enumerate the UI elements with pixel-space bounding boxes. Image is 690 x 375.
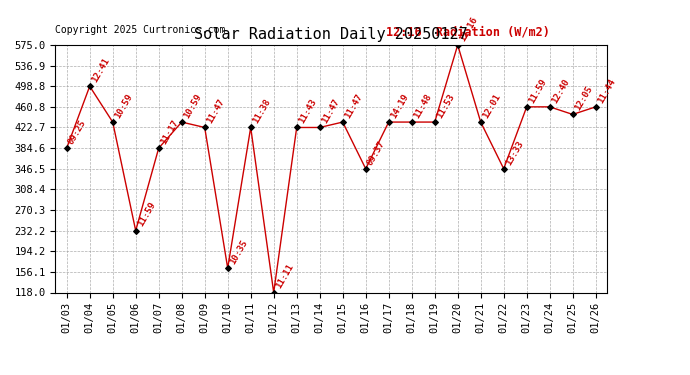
Text: 10:59: 10:59 bbox=[181, 92, 203, 120]
Point bbox=[429, 119, 440, 125]
Text: 11:38: 11:38 bbox=[250, 98, 272, 125]
Point bbox=[291, 124, 302, 130]
Point bbox=[199, 124, 210, 130]
Text: 11:59: 11:59 bbox=[136, 201, 157, 228]
Point bbox=[337, 119, 348, 125]
Text: 11:48: 11:48 bbox=[412, 92, 433, 120]
Point bbox=[498, 166, 509, 172]
Text: 11:43: 11:43 bbox=[297, 98, 318, 125]
Point bbox=[475, 119, 486, 125]
Text: 10:59: 10:59 bbox=[112, 92, 134, 120]
Point bbox=[567, 111, 578, 117]
Point bbox=[406, 119, 417, 125]
Point bbox=[153, 145, 164, 151]
Point bbox=[245, 124, 256, 130]
Text: 11:59: 11:59 bbox=[526, 77, 548, 105]
Point bbox=[452, 42, 463, 48]
Text: 12:16  Radiation (W/m2): 12:16 Radiation (W/m2) bbox=[386, 25, 551, 38]
Text: Copyright 2025 Curtronics.com: Copyright 2025 Curtronics.com bbox=[55, 25, 226, 35]
Text: 11:17: 11:17 bbox=[159, 118, 180, 146]
Title: Solar Radiation Daily 20250127: Solar Radiation Daily 20250127 bbox=[195, 27, 468, 42]
Point bbox=[544, 104, 555, 110]
Text: 11:44: 11:44 bbox=[595, 77, 617, 105]
Text: 12:05: 12:05 bbox=[573, 84, 594, 112]
Text: 12:41: 12:41 bbox=[90, 56, 111, 84]
Point bbox=[383, 119, 394, 125]
Text: 09:37: 09:37 bbox=[366, 139, 387, 166]
Text: 09:25: 09:25 bbox=[67, 118, 88, 146]
Point bbox=[107, 119, 118, 125]
Text: 11:47: 11:47 bbox=[343, 92, 364, 120]
Text: 11:47: 11:47 bbox=[319, 98, 341, 125]
Point bbox=[176, 119, 187, 125]
Point bbox=[222, 265, 233, 271]
Text: 12:16: 12:16 bbox=[457, 15, 479, 43]
Point bbox=[590, 104, 601, 110]
Text: 13:33: 13:33 bbox=[504, 139, 525, 166]
Point bbox=[61, 145, 72, 151]
Text: 11:47: 11:47 bbox=[205, 98, 226, 125]
Text: 11:53: 11:53 bbox=[435, 92, 456, 120]
Text: 12:01: 12:01 bbox=[481, 92, 502, 120]
Point bbox=[314, 124, 325, 130]
Text: 12:40: 12:40 bbox=[550, 77, 571, 105]
Point bbox=[268, 290, 279, 296]
Text: 11:11: 11:11 bbox=[274, 262, 295, 290]
Point bbox=[130, 228, 141, 234]
Text: 10:35: 10:35 bbox=[228, 238, 249, 266]
Text: 14:19: 14:19 bbox=[388, 92, 410, 120]
Point bbox=[521, 104, 532, 110]
Point bbox=[360, 166, 371, 172]
Point bbox=[84, 83, 95, 89]
